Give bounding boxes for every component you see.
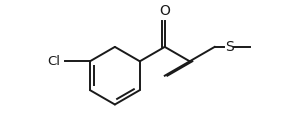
Text: Cl: Cl xyxy=(47,55,60,68)
Text: S: S xyxy=(225,40,234,54)
Text: O: O xyxy=(159,3,170,18)
